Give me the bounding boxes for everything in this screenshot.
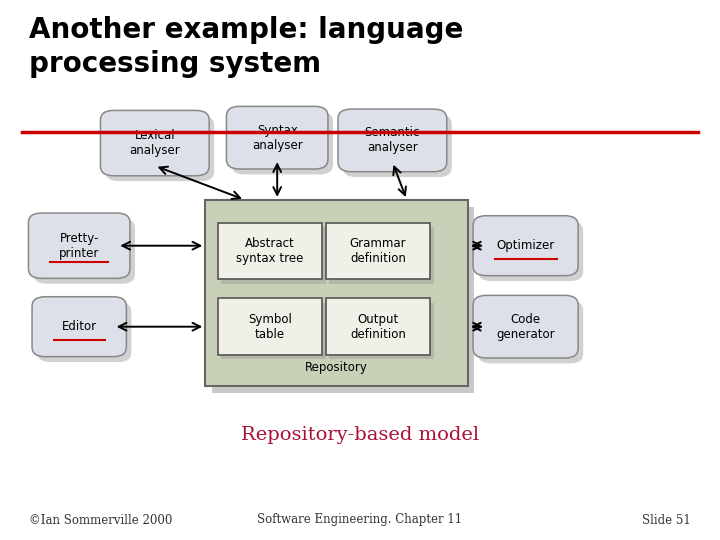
- Bar: [325, 222, 431, 280]
- FancyBboxPatch shape: [101, 111, 209, 176]
- Bar: [217, 222, 323, 280]
- FancyBboxPatch shape: [473, 215, 578, 275]
- Text: Slide 51: Slide 51: [642, 514, 691, 526]
- Text: Semantic
analyser: Semantic analyser: [365, 126, 420, 154]
- Text: Editor: Editor: [62, 320, 96, 333]
- FancyBboxPatch shape: [37, 302, 132, 362]
- Bar: [222, 227, 325, 284]
- FancyBboxPatch shape: [33, 218, 135, 284]
- Text: Output
definition: Output definition: [350, 313, 406, 341]
- Text: Another example: language
processing system: Another example: language processing sys…: [29, 16, 463, 78]
- FancyBboxPatch shape: [343, 114, 452, 177]
- Text: Code
generator: Code generator: [496, 313, 555, 341]
- Text: Repository: Repository: [305, 361, 368, 374]
- Text: ©Ian Sommerville 2000: ©Ian Sommerville 2000: [29, 514, 172, 526]
- Bar: [212, 207, 474, 393]
- Bar: [330, 227, 434, 284]
- Bar: [222, 302, 325, 360]
- Text: Abstract
syntax tree: Abstract syntax tree: [236, 237, 304, 265]
- FancyBboxPatch shape: [232, 112, 333, 174]
- Bar: [325, 298, 431, 355]
- FancyBboxPatch shape: [29, 213, 130, 279]
- Text: Symbol
table: Symbol table: [248, 313, 292, 341]
- Text: Syntax
analyser: Syntax analyser: [252, 124, 302, 152]
- FancyBboxPatch shape: [226, 106, 328, 169]
- Text: Optimizer: Optimizer: [497, 239, 554, 252]
- Text: Repository-based model: Repository-based model: [241, 426, 479, 444]
- FancyBboxPatch shape: [473, 295, 578, 358]
- Text: Pretty-
printer: Pretty- printer: [59, 232, 99, 260]
- Bar: [205, 200, 468, 386]
- FancyBboxPatch shape: [32, 297, 127, 356]
- FancyBboxPatch shape: [338, 109, 446, 172]
- Bar: [330, 302, 434, 360]
- FancyBboxPatch shape: [106, 116, 215, 181]
- Text: Lexical
analyser: Lexical analyser: [130, 129, 180, 157]
- FancyBboxPatch shape: [478, 301, 583, 363]
- Text: Grammar
definition: Grammar definition: [350, 237, 406, 265]
- Text: Software Engineering. Chapter 11: Software Engineering. Chapter 11: [258, 514, 462, 526]
- FancyBboxPatch shape: [478, 221, 583, 281]
- Bar: [217, 298, 323, 355]
